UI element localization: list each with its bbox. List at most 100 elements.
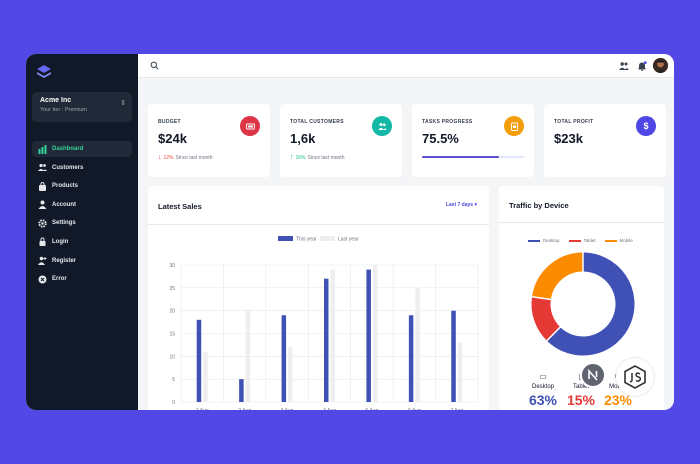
x-tick-label: 1 Aug	[196, 408, 209, 410]
range-label: Last 7 days	[445, 202, 474, 208]
sidebar-item-register[interactable]: Register	[32, 253, 132, 269]
bar-last-year[interactable]	[245, 310, 251, 402]
y-tick-label: 10	[169, 354, 175, 360]
main-content: BUDGET $24k ↓ 12% Since last month TOTAL…	[138, 54, 674, 410]
slice-separator	[530, 295, 552, 301]
sidebar-item-label: Customers	[52, 164, 84, 171]
sidebar-item-label: Products	[52, 183, 79, 190]
delta-percent: 16%	[295, 154, 306, 161]
sidebar-item-dashboard[interactable]: Dashboard	[32, 141, 132, 157]
y-tick-label: 0	[172, 400, 175, 406]
x-circle-icon	[38, 275, 47, 284]
sidebar-nav: Dashboard Customers Products Account Set…	[32, 141, 132, 290]
stat-card-customers: TOTAL CUSTOMERS 1,6k ↑ 16% Since last mo…	[280, 104, 402, 177]
sidebar-item-customers[interactable]: Customers	[32, 160, 132, 176]
money-icon	[240, 116, 260, 136]
dollar-icon: $	[636, 116, 656, 136]
bar-last-year[interactable]	[415, 287, 420, 402]
sidebar: Acme Inc Your tier : Premium ⇕ Dashboard…	[26, 54, 138, 410]
legend-mobile[interactable]: Mobile	[604, 238, 633, 243]
stat-label: TOTAL PROFIT	[554, 119, 594, 125]
nodejs-logo-icon	[616, 358, 654, 396]
contacts-icon[interactable]	[619, 61, 629, 71]
bar-last-year[interactable]	[372, 265, 378, 402]
device-percent: 63%	[528, 392, 558, 408]
chevron-down-icon: ▾	[474, 202, 477, 208]
chart-bar-icon	[38, 144, 47, 154]
stat-card-profit: TOTAL PROFIT $23k $	[544, 104, 666, 177]
latest-sales-chart: This year Last year 0 5 10 15 20 25 30 1 Aug 2 Aug…	[169, 236, 479, 410]
donut-slice-tablet[interactable]	[531, 296, 561, 341]
stat-delta: ↓ 12% Since last month	[158, 154, 212, 161]
logo-icon[interactable]	[36, 64, 52, 80]
bar-last-year[interactable]	[288, 347, 293, 402]
x-tick-label: 7 Aug	[450, 408, 463, 410]
users-icon	[38, 163, 47, 172]
donut-slice-desktop[interactable]	[546, 252, 635, 356]
device-label: Tablet	[572, 384, 589, 390]
bar-this-year[interactable]	[408, 315, 414, 402]
sidebar-item-products[interactable]: Products	[32, 178, 132, 194]
tasks-progress-fill	[422, 156, 499, 158]
avatar[interactable]	[653, 58, 668, 73]
gear-icon	[38, 219, 47, 228]
legend-tablet[interactable]: Tablet	[568, 238, 596, 243]
bar-last-year[interactable]	[457, 342, 463, 402]
y-tick-label: 30	[169, 263, 175, 269]
stat-card-budget: BUDGET $24k ↓ 12% Since last month	[148, 104, 270, 177]
sidebar-item-account[interactable]: Account	[32, 197, 132, 213]
arrow-down-icon: ↓	[158, 154, 162, 161]
sidebar-item-label: Account	[52, 201, 76, 208]
x-tick-label: 6 Aug	[408, 408, 421, 410]
bar-last-year[interactable]	[330, 269, 336, 402]
bar-this-year[interactable]	[281, 315, 287, 402]
slice-separator	[545, 325, 562, 342]
bar-this-year[interactable]	[324, 278, 329, 402]
traffic-title: Traffic by Device	[509, 201, 569, 210]
stat-label: BUDGET	[158, 119, 181, 125]
sidebar-item-error[interactable]: Error	[32, 271, 132, 287]
y-tick-label: 15	[169, 332, 175, 338]
range-selector-button[interactable]: Last 7 days ▾	[446, 202, 477, 208]
delta-note: Since last month	[307, 154, 345, 161]
bar-this-year[interactable]	[451, 310, 456, 402]
tenant-name: Acme Inc	[40, 97, 72, 104]
x-tick-label: 5 Aug	[366, 408, 379, 410]
legend-label: This year	[296, 237, 317, 243]
tenant-tier: Your tier : Premium	[40, 107, 87, 113]
tenant-switcher[interactable]: Acme Inc Your tier : Premium ⇕	[32, 92, 132, 122]
legend-swatch[interactable]	[320, 236, 335, 241]
bar-this-year[interactable]	[239, 379, 244, 402]
app-window: Acme Inc Your tier : Premium ⇕ Dashboard…	[26, 54, 674, 410]
search-icon[interactable]	[150, 61, 159, 70]
x-tick-label: 4 Aug	[323, 408, 336, 410]
legend-label: Last year	[338, 237, 359, 243]
legend-swatch[interactable]	[278, 236, 293, 241]
bar-this-year[interactable]	[196, 319, 202, 402]
user-icon	[38, 200, 47, 210]
sidebar-item-settings[interactable]: Settings	[32, 215, 132, 231]
stat-value: $23k	[554, 131, 583, 146]
user-add-icon	[38, 256, 47, 266]
bar-this-year[interactable]	[366, 269, 371, 402]
stat-label: TASKS PROGRESS	[422, 119, 473, 125]
bar-legend: This year Last year	[278, 236, 359, 243]
sidebar-item-label: Login	[52, 238, 69, 245]
sidebar-item-login[interactable]: Login	[32, 234, 132, 250]
stat-value: 1,6k	[290, 131, 316, 146]
divider	[148, 224, 489, 225]
sidebar-item-label: Error	[52, 276, 67, 283]
device-percent: 23%	[603, 392, 633, 408]
bar-last-year[interactable]	[203, 351, 208, 402]
device-label: Desktop	[531, 384, 554, 390]
legend-desktop[interactable]: Desktop	[528, 238, 560, 243]
users-icon	[372, 116, 392, 136]
stat-delta: ↑ 16% Since last month	[290, 154, 344, 161]
chevron-up-down-icon: ⇕	[120, 100, 126, 107]
bell-icon[interactable]	[637, 61, 647, 71]
laptop-icon: ▭	[539, 372, 547, 381]
donut-slice-mobile[interactable]	[532, 252, 584, 300]
lock-icon	[38, 237, 47, 247]
x-tick-label: 3 Aug	[281, 408, 294, 410]
sidebar-item-label: Register	[52, 257, 77, 264]
